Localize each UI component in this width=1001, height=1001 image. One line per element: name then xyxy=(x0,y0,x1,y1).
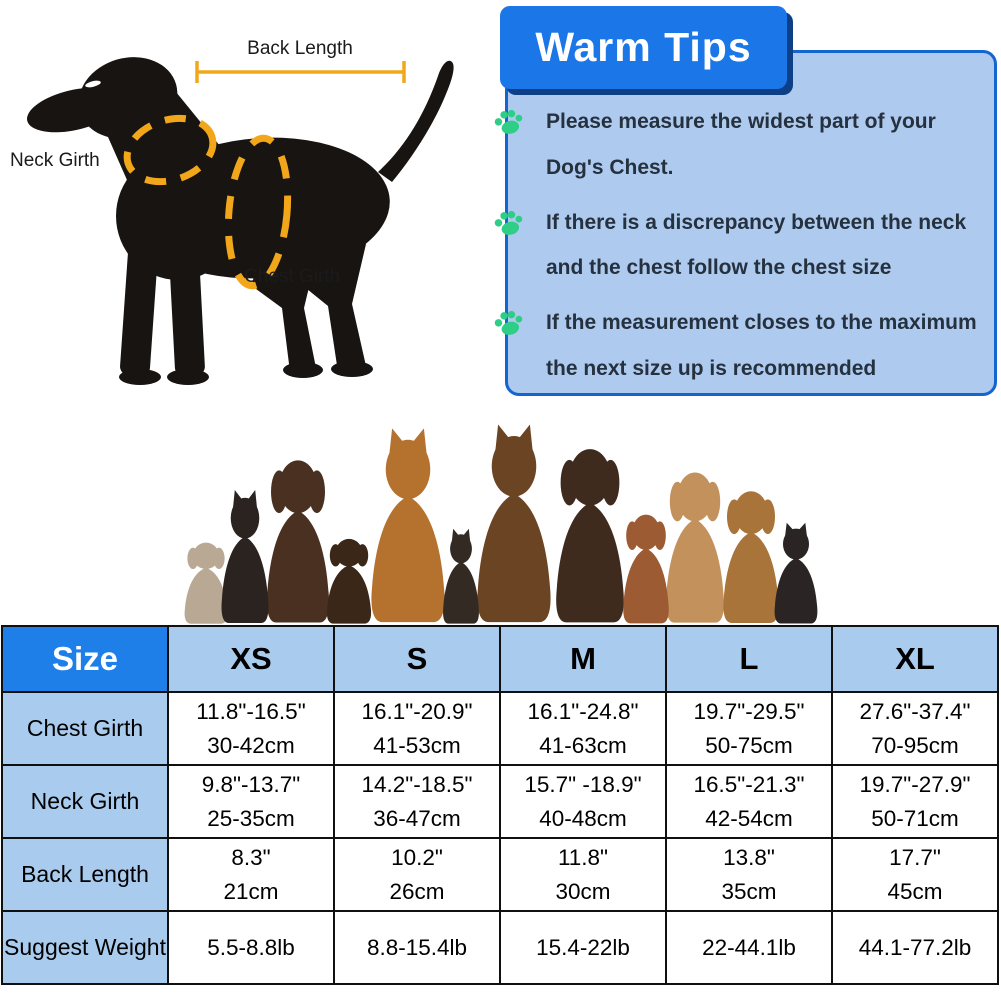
cell-chest-xs: 11.8"-16.5" 30-42cm xyxy=(167,691,335,766)
cell-weight-xl: 44.1-77.2lb xyxy=(831,910,999,985)
tip-text: If there is a discrepancy between the ne… xyxy=(546,210,967,280)
table-row-neck-girth: Neck Girth 9.8"-13.7" 25-35cm 14.2"-18.5"… xyxy=(1,764,999,839)
tip-item: If the measurement closes to the maximum… xyxy=(546,300,990,392)
tip-item: If there is a discrepancy between the ne… xyxy=(546,200,990,292)
header-xs: XS xyxy=(167,625,335,693)
dog-french-bulldog xyxy=(765,522,827,625)
neck-girth-ellipse xyxy=(123,114,217,186)
warm-tips-panel: Please measure the widest part of your D… xyxy=(505,50,997,396)
warm-tips-header: Warm Tips xyxy=(500,6,787,89)
row-label-back-length: Back Length xyxy=(1,837,169,912)
header-xl: XL xyxy=(831,625,999,693)
tip-text: Please measure the widest part of your D… xyxy=(546,110,936,179)
table-row-suggest-weight: Suggest Weight 5.5-8.8lb 8.8-15.4lb 15.4… xyxy=(1,910,999,985)
header-m: M xyxy=(499,625,667,693)
row-label-neck-girth: Neck Girth xyxy=(1,764,169,839)
cell-neck-m: 15.7" -18.9" 40-48cm xyxy=(499,764,667,839)
cell-chest-s: 16.1"-20.9" 41-53cm xyxy=(333,691,501,766)
cell-neck-l: 16.5"-21.3" 42-54cm xyxy=(665,764,833,839)
dog-shiba xyxy=(211,489,279,625)
header-s: S xyxy=(333,625,501,693)
back-length-label: Back Length xyxy=(247,38,353,59)
cell-neck-xs: 9.8"-13.7" 25-35cm xyxy=(167,764,335,839)
size-chart-table: Size XS S M L XL Chest Girth 11.8"-16.5"… xyxy=(1,625,999,985)
dog-dachshund xyxy=(317,533,381,625)
dog-toy-poodle xyxy=(613,507,679,625)
row-label-chest-girth: Chest Girth xyxy=(1,691,169,766)
warm-tips-title: Warm Tips xyxy=(535,24,752,70)
dog-silhouette xyxy=(27,57,454,385)
cell-weight-s: 8.8-15.4lb xyxy=(333,910,501,985)
cell-chest-xl: 27.6"-37.4" 70-95cm xyxy=(831,691,999,766)
tip-item: Please measure the widest part of your D… xyxy=(546,99,990,191)
cell-back-xl: 17.7" 45cm xyxy=(831,837,999,912)
dogs-group-photo xyxy=(0,420,1001,625)
table-header-row: Size XS S M L XL xyxy=(1,625,999,693)
tip-text: If the measurement closes to the maximum… xyxy=(546,311,977,380)
measurement-diagram: Back Length Neck Girth Chest Girth xyxy=(0,0,500,415)
paw-icon xyxy=(486,302,531,344)
row-label-suggest-weight: Suggest Weight xyxy=(1,910,169,985)
cell-neck-xl: 19.7"-27.9" 50-71cm xyxy=(831,764,999,839)
warm-tips-list: Please measure the widest part of your D… xyxy=(508,53,994,392)
paw-icon xyxy=(486,101,531,143)
cell-chest-m: 16.1"-24.8" 41-63cm xyxy=(499,691,667,766)
header-l: L xyxy=(665,625,833,693)
cell-weight-l: 22-44.1lb xyxy=(665,910,833,985)
neck-girth-label: Neck Girth xyxy=(10,150,100,171)
cell-weight-m: 15.4-22lb xyxy=(499,910,667,985)
cell-back-m: 11.8" 30cm xyxy=(499,837,667,912)
cell-weight-xs: 5.5-8.8lb xyxy=(167,910,335,985)
dog-chihuahua xyxy=(435,528,487,625)
table-row-back-length: Back Length 8.3" 21cm 10.2" 26cm 11.8" 30cm… xyxy=(1,837,999,912)
cell-back-l: 13.8" 35cm xyxy=(665,837,833,912)
cell-back-s: 10.2" 26cm xyxy=(333,837,501,912)
cell-chest-l: 19.7"-29.5" 50-75cm xyxy=(665,691,833,766)
header-size: Size xyxy=(1,625,169,693)
chest-girth-ellipse xyxy=(224,134,292,290)
cell-back-xs: 8.3" 21cm xyxy=(167,837,335,912)
chest-girth-label: Chest Girth xyxy=(244,266,341,287)
cell-neck-s: 14.2"-18.5" 36-47cm xyxy=(333,764,501,839)
dog-eye xyxy=(85,80,101,88)
dog-measurement-illustration xyxy=(27,57,454,385)
table-row-chest-girth: Chest Girth 11.8"-16.5" 30-42cm 16.1"-20.… xyxy=(1,691,999,766)
